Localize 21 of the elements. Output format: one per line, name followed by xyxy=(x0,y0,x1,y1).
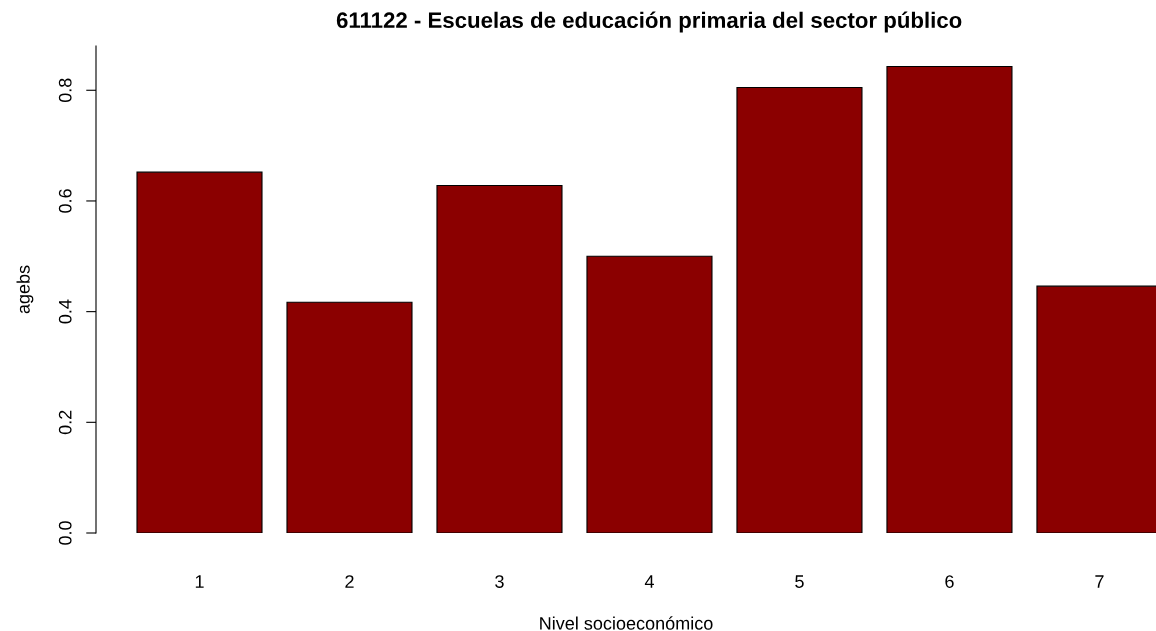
bar xyxy=(586,255,713,533)
x-tick-label: 3 xyxy=(495,575,504,588)
x-tick-label: 5 xyxy=(795,575,804,588)
bar xyxy=(436,184,563,533)
bar xyxy=(286,301,413,533)
x-tick-label: 2 xyxy=(345,575,354,588)
x-tick-label: 6 xyxy=(945,575,954,588)
x-tick-label: 4 xyxy=(644,575,654,588)
y-tick-label: 0.4 xyxy=(58,299,72,324)
x-tick-label: 7 xyxy=(1095,575,1104,588)
bar xyxy=(736,86,863,533)
y-tick-label: 0.0 xyxy=(58,521,72,545)
bar xyxy=(886,65,1013,533)
y-tick-label: 0.8 xyxy=(58,78,72,103)
x-tick-label: 1 xyxy=(195,575,204,588)
bar xyxy=(136,171,263,533)
x-axis-title: Nivel socioeconómico xyxy=(540,616,713,630)
y-axis-title: agebs xyxy=(16,265,34,314)
chart-title: 611122 - Escuelas de educación primaria del sector público xyxy=(336,11,962,33)
y-tick-label: 0.2 xyxy=(58,410,72,435)
y-tick-label: 0.6 xyxy=(58,189,72,213)
